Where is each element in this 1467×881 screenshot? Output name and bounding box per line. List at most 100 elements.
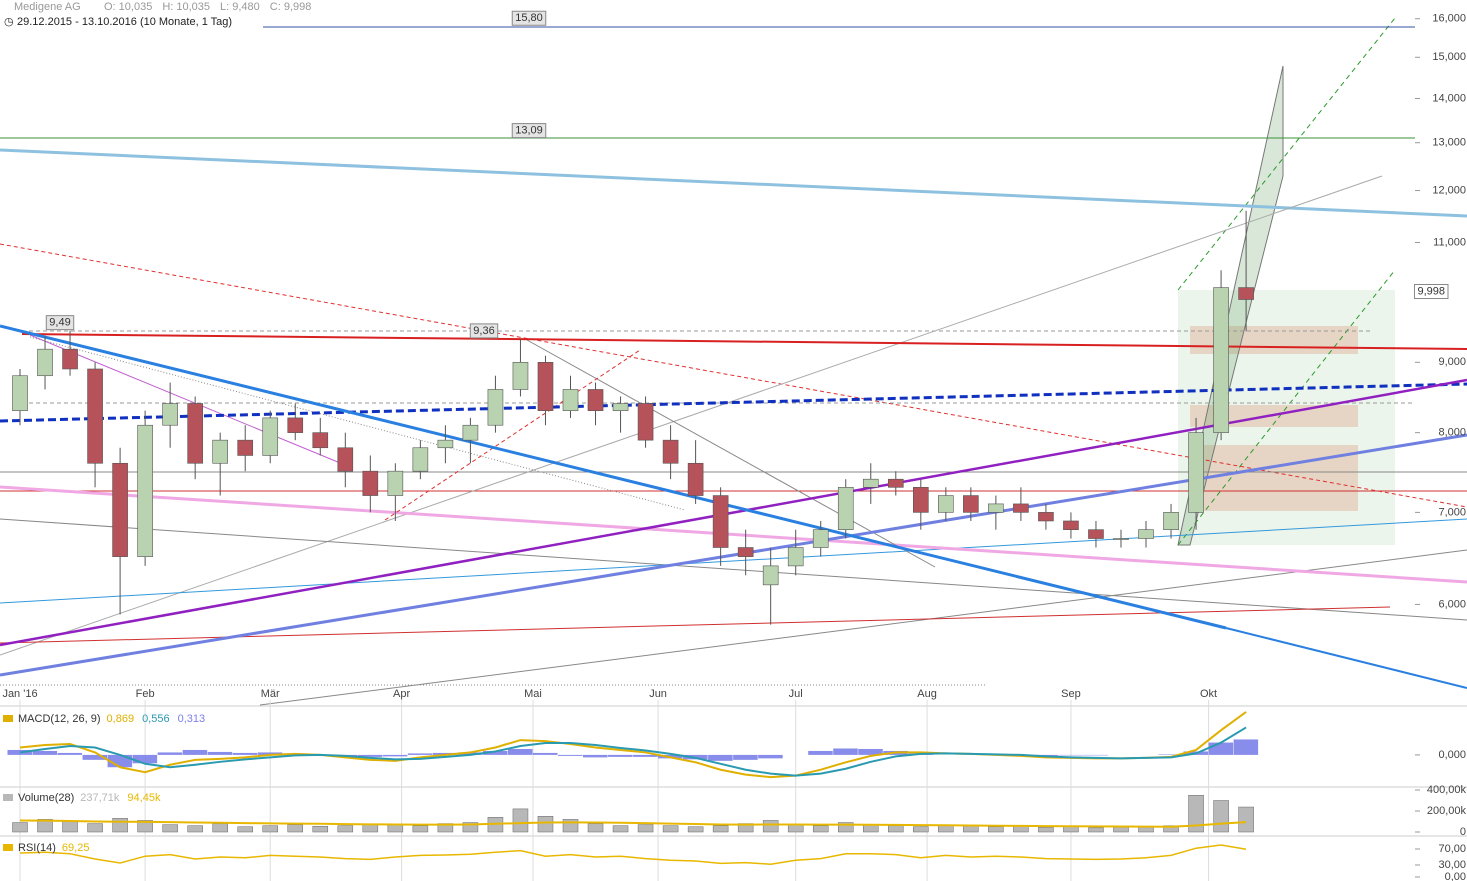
candle-body xyxy=(637,403,654,441)
candle-body xyxy=(62,348,78,370)
candle-body xyxy=(612,403,629,411)
volume-bar xyxy=(1188,794,1204,833)
legend-value: 0,313 xyxy=(178,713,206,725)
level-label: 15,80 xyxy=(515,12,543,24)
y-tick-label: 12,000 xyxy=(1432,184,1466,196)
histogram-bar xyxy=(207,751,233,755)
candle-body xyxy=(337,447,354,472)
y-tick-label: 0 xyxy=(1460,826,1466,838)
histogram-bar xyxy=(357,754,383,757)
candle-body xyxy=(687,462,704,496)
ohlc-label: O: 10,035 xyxy=(104,1,152,13)
candle-body xyxy=(737,547,754,557)
trend-line xyxy=(0,606,1391,644)
candle-body xyxy=(187,403,203,464)
volume-bar xyxy=(262,825,278,833)
y-tick-label: 0,00 xyxy=(1445,871,1466,881)
volume-bar xyxy=(87,823,103,833)
candle-body xyxy=(37,348,53,377)
x-tick-label: Jun xyxy=(649,688,667,700)
candle-body xyxy=(812,529,829,548)
legend-swatch xyxy=(3,715,13,722)
subtitle: 29.12.2015 - 13.10.2016 (10 Monate, 1 Ta… xyxy=(17,16,232,28)
trend-line xyxy=(0,518,1467,604)
histogram-bar xyxy=(482,750,508,755)
volume-bar xyxy=(312,825,329,833)
histogram-bar xyxy=(708,754,733,761)
volume-average xyxy=(20,819,1247,828)
level-label: 9,998 xyxy=(1417,285,1445,297)
volume-bar xyxy=(37,819,53,833)
volume-bar xyxy=(637,824,654,833)
trend-line xyxy=(0,175,1383,656)
volume-bar xyxy=(1238,806,1254,833)
volume-bar xyxy=(462,822,479,833)
histogram-bar xyxy=(407,753,433,755)
histogram-bar xyxy=(7,749,33,755)
histogram-bar xyxy=(532,752,558,755)
x-tick-label: Jan '16 xyxy=(2,688,37,700)
volume-bar xyxy=(762,820,779,833)
candle-body xyxy=(837,487,854,530)
x-tick-label: Jul xyxy=(789,688,803,700)
volume-bar xyxy=(187,825,203,833)
volume-bar xyxy=(587,823,604,833)
candle-body xyxy=(12,375,28,411)
trend-line xyxy=(0,518,1467,621)
volume-bar xyxy=(1213,800,1229,833)
candle-body xyxy=(988,503,1004,513)
volume-bar xyxy=(437,823,454,833)
volume-bar xyxy=(737,823,754,833)
candle-body xyxy=(462,424,479,441)
channel-line xyxy=(1177,17,1396,291)
legend-value: 69,25 xyxy=(62,842,90,854)
volume-bar xyxy=(562,819,579,833)
candle-body xyxy=(512,362,529,390)
histogram-bar xyxy=(1233,739,1259,755)
candle-body xyxy=(1013,503,1029,513)
histogram-bar xyxy=(432,752,458,755)
candle-body xyxy=(1138,529,1154,539)
level-label-box xyxy=(511,10,547,26)
x-tick-label: Aug xyxy=(917,688,937,700)
candle-body xyxy=(112,462,128,557)
x-tick-label: Sep xyxy=(1061,688,1081,700)
legend-value: 237,71k xyxy=(80,792,120,804)
volume-bar xyxy=(412,825,429,833)
histogram-bar xyxy=(182,749,208,755)
candle-body xyxy=(1038,512,1054,522)
candle-body xyxy=(762,565,779,586)
y-tick-label: 7,000 xyxy=(1438,506,1466,518)
y-tick-label: 11,000 xyxy=(1433,236,1466,248)
histogram-bar xyxy=(633,754,658,757)
histogram-bar xyxy=(758,754,783,759)
y-tick-label: 200,00k xyxy=(1427,805,1467,817)
volume-bar xyxy=(913,826,929,833)
candle-body xyxy=(162,403,178,426)
candle-body xyxy=(1063,520,1079,530)
chart-title: Medigene AG xyxy=(14,1,81,13)
ohlc-label: L: 9,480 xyxy=(220,1,260,13)
candle-body xyxy=(287,417,304,433)
volume-bar xyxy=(237,826,253,833)
volume-bar xyxy=(337,825,354,833)
level-label-box xyxy=(511,123,547,139)
volume-bar xyxy=(62,821,78,833)
candle-body xyxy=(362,470,379,496)
legend-name: Volume(28) xyxy=(18,792,74,804)
candle-body xyxy=(1213,287,1229,433)
x-tick-label: Mär xyxy=(261,688,280,700)
trend-line xyxy=(0,324,1227,630)
trend-line xyxy=(0,433,1467,677)
level-label: 13,09 xyxy=(515,125,543,137)
candle-body xyxy=(887,478,904,488)
legend-value: 0,869 xyxy=(107,713,135,725)
x-tick-label: Okt xyxy=(1200,688,1217,700)
volume-bar xyxy=(938,825,954,833)
candle-body xyxy=(1163,512,1179,530)
level-label-box xyxy=(469,323,499,339)
volume-bar xyxy=(662,825,679,833)
histogram-bar xyxy=(382,754,408,757)
trend-line xyxy=(259,549,1467,706)
